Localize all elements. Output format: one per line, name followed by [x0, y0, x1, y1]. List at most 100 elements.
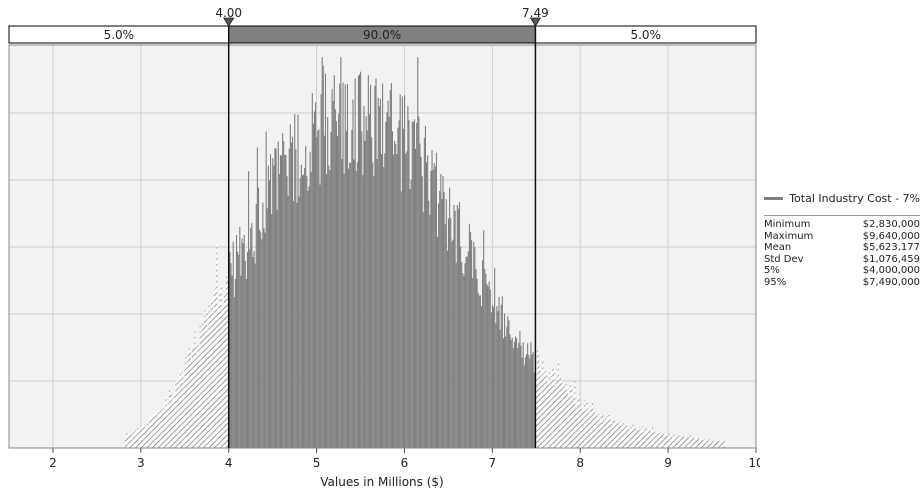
histogram-bar	[461, 261, 463, 448]
histogram-bar	[342, 82, 344, 448]
histogram-bar	[274, 148, 276, 448]
histogram-bar	[536, 350, 539, 448]
histogram-bar	[289, 124, 291, 449]
histogram-bar	[250, 227, 252, 448]
histogram-bar	[617, 421, 619, 448]
x-tick-label: 7	[489, 456, 497, 470]
histogram-bar	[195, 345, 197, 448]
x-axis-title: Values in Millions ($)	[320, 475, 443, 489]
histogram-bar	[574, 381, 576, 448]
histogram-bar	[419, 143, 421, 449]
histogram-bar	[673, 433, 675, 448]
histogram-bar	[205, 320, 207, 448]
histogram-bar	[606, 419, 608, 448]
stat-label: Minimum	[764, 219, 811, 230]
histogram-bars	[125, 57, 725, 449]
histogram-bar	[676, 437, 678, 448]
histogram-bar	[173, 398, 175, 448]
histogram-bar	[172, 400, 174, 448]
histogram-bar	[171, 394, 173, 448]
histogram-bar	[280, 155, 283, 449]
histogram-bar	[562, 383, 564, 448]
histogram-bar	[640, 429, 642, 448]
histogram-bar	[262, 202, 264, 448]
histogram-bar	[133, 433, 135, 448]
histogram-bar	[691, 437, 693, 448]
histogram-bar	[167, 403, 169, 448]
histogram-bar	[375, 78, 377, 448]
histogram-bar	[210, 299, 212, 448]
histogram-bar	[278, 174, 280, 449]
histogram-bar	[644, 429, 646, 448]
histogram-bar	[555, 382, 557, 448]
histogram-bar	[527, 343, 529, 448]
histogram-bar	[677, 435, 679, 448]
histogram-bar	[215, 288, 217, 448]
histogram-bar	[298, 196, 300, 448]
histogram-bar	[484, 268, 486, 448]
histogram-bar	[447, 218, 450, 448]
histogram-bar	[293, 201, 295, 448]
histogram-bar	[449, 187, 451, 448]
histogram-bar	[629, 429, 631, 448]
histogram-bar	[192, 350, 194, 448]
histogram-bar	[322, 65, 324, 449]
histogram-bar	[451, 241, 453, 448]
x-axis-ticks: 2 3 4 5 6 7 8 9 10	[49, 448, 760, 470]
histogram-bar	[518, 342, 520, 448]
histogram-bar	[423, 137, 425, 448]
histogram-bar	[196, 358, 198, 448]
histogram-bar	[168, 389, 171, 448]
histogram-bar	[244, 260, 246, 448]
histogram-bar	[402, 128, 405, 448]
histogram-bar	[162, 407, 164, 448]
histogram-bar	[431, 150, 433, 448]
histogram-bar	[639, 429, 641, 448]
histogram-bar	[485, 273, 487, 448]
histogram-bar	[581, 409, 584, 448]
histogram-bar	[201, 320, 204, 448]
histogram-bar	[393, 154, 395, 448]
histogram-bar	[524, 357, 526, 448]
histogram-bar	[497, 311, 499, 448]
histogram-bar	[543, 377, 545, 448]
histogram-bar	[662, 431, 664, 448]
histogram-bar	[318, 129, 320, 449]
histogram-bar	[319, 184, 321, 448]
histogram-bar	[416, 122, 418, 448]
histogram-bar	[488, 281, 490, 448]
histogram-bar	[623, 427, 625, 448]
stat-row: Mean $5,623,177	[764, 242, 920, 254]
histogram-bar	[689, 435, 691, 448]
x-tick-label: 10	[748, 456, 760, 470]
histogram-bar	[697, 439, 699, 448]
histogram-bar	[638, 430, 640, 448]
histogram-bar	[519, 330, 521, 448]
histogram-bar	[159, 412, 161, 448]
histogram-bar	[174, 395, 176, 448]
histogram-bar	[351, 129, 353, 448]
histogram-bar	[264, 232, 266, 448]
histogram-bar	[635, 431, 637, 448]
histogram-bar	[170, 392, 172, 448]
histogram-bar	[452, 239, 454, 448]
histogram-bar	[507, 316, 509, 448]
histogram-bar	[176, 380, 178, 448]
histogram-bar	[366, 130, 368, 448]
histogram-bar	[654, 432, 656, 448]
histogram-bar	[716, 441, 718, 448]
histogram-bar	[417, 57, 419, 449]
histogram-bar	[275, 148, 277, 448]
histogram-bar	[487, 286, 489, 448]
histogram-bar	[418, 116, 420, 448]
histogram-bar	[234, 278, 236, 448]
histogram-bar	[472, 277, 474, 448]
histogram-bar	[595, 415, 597, 448]
histogram-bar	[478, 295, 480, 448]
histogram-bar	[531, 354, 533, 448]
histogram-bar	[128, 432, 130, 448]
histogram-bar	[207, 333, 209, 448]
histogram-bar	[193, 349, 195, 448]
histogram-bar	[309, 151, 311, 448]
histogram-bar	[661, 431, 663, 448]
